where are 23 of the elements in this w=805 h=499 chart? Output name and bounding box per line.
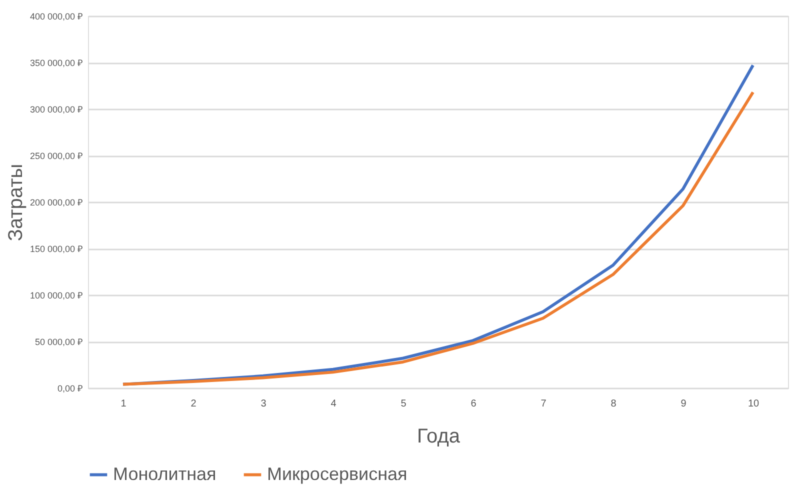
y-axis-title: Затраты bbox=[4, 164, 27, 242]
x-tick-label: 6 bbox=[470, 398, 477, 410]
x-axis-title: Года bbox=[417, 426, 461, 448]
legend-label: Микросервисная bbox=[267, 464, 408, 484]
y-tick-label: 300 000,00 ₽ bbox=[30, 104, 82, 114]
y-tick-label: 0,00 ₽ bbox=[57, 384, 82, 394]
y-tick-label: 250 000,00 ₽ bbox=[30, 151, 82, 161]
y-tick-label: 150 000,00 ₽ bbox=[30, 244, 82, 254]
y-tick-label: 100 000,00 ₽ bbox=[30, 290, 82, 300]
legend-label: Монолитная bbox=[113, 464, 216, 484]
x-tick-label: 4 bbox=[330, 398, 337, 410]
x-tick-label: 2 bbox=[190, 398, 197, 410]
y-tick-label: 400 000,00 ₽ bbox=[30, 12, 82, 22]
x-tick-label: 3 bbox=[260, 398, 267, 410]
y-tick-label: 200 000,00 ₽ bbox=[30, 198, 82, 208]
y-tick-label: 50 000,00 ₽ bbox=[34, 337, 82, 347]
x-tick-label: 5 bbox=[400, 398, 407, 410]
x-tick-label: 9 bbox=[680, 398, 687, 410]
x-tick-label: 7 bbox=[540, 398, 547, 410]
x-tick-label: 1 bbox=[120, 398, 127, 410]
x-tick-label: 8 bbox=[610, 398, 617, 410]
x-tick-label: 10 bbox=[748, 398, 760, 410]
y-tick-label: 350 000,00 ₽ bbox=[30, 58, 82, 68]
